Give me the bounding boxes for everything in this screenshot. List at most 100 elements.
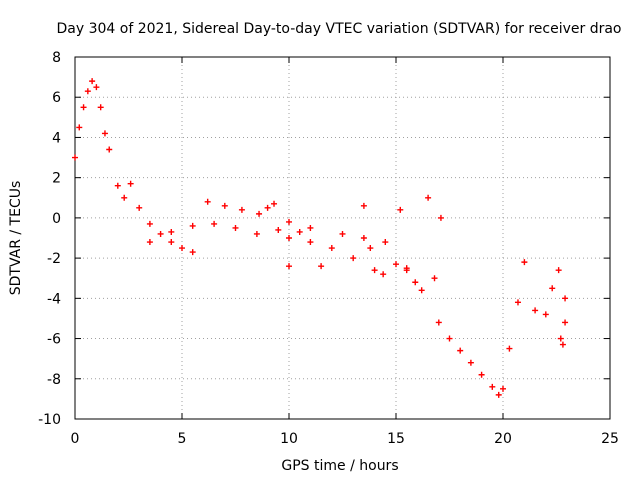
data-point	[136, 204, 143, 211]
data-point	[157, 230, 164, 237]
data-point	[403, 267, 410, 274]
data-point	[80, 104, 87, 111]
data-point	[253, 230, 260, 237]
data-point	[360, 235, 367, 241]
data-point	[562, 295, 569, 302]
data-point	[168, 239, 175, 246]
data-point	[328, 245, 335, 252]
y-axis-ticks: -10 -8 -6 -4 -2 0 2 4 6 8	[38, 50, 610, 428]
data-point	[221, 202, 228, 209]
series-6	[360, 194, 444, 286]
y-tick-label: 0	[52, 211, 61, 227]
y-tick-label: 6	[52, 90, 61, 106]
data-point	[72, 154, 78, 161]
data-point	[168, 228, 175, 235]
data-point	[286, 263, 292, 270]
data-point	[542, 311, 549, 318]
y-tick-label: -10	[38, 412, 61, 428]
data-point	[232, 224, 239, 231]
y-tick-label: 8	[52, 50, 61, 66]
x-tick-label: 25	[601, 431, 619, 447]
y-axis-label: SDTVAR / TECUs	[8, 181, 24, 296]
data-point	[179, 245, 185, 252]
data-point	[271, 200, 278, 207]
data-point	[382, 239, 389, 246]
data-point	[296, 228, 303, 235]
data-point	[514, 299, 521, 306]
data-point	[457, 347, 464, 354]
data-point	[307, 224, 314, 231]
data-point	[339, 230, 346, 237]
data-point	[211, 220, 218, 227]
y-tick-label: -8	[47, 372, 61, 388]
data-point	[437, 214, 444, 221]
data-point	[264, 204, 271, 211]
data-point	[89, 78, 96, 85]
data-point	[380, 271, 387, 278]
data-point	[127, 180, 134, 187]
data-point	[506, 345, 513, 352]
data-point	[367, 245, 374, 252]
data-point	[500, 385, 506, 392]
data-point	[435, 319, 442, 326]
data-point	[146, 220, 153, 227]
plot-frame	[74, 56, 611, 420]
data-point	[275, 226, 282, 233]
data-point	[559, 341, 566, 348]
data-point	[204, 198, 211, 205]
series-1	[72, 78, 113, 161]
chart-title: Day 304 of 2021, Sidereal Day-to-day VTE…	[56, 21, 621, 37]
data-point	[238, 206, 245, 213]
y-tick-label: 2	[52, 171, 61, 187]
series-7	[403, 267, 502, 398]
y-tick-label: -2	[47, 251, 61, 267]
series-8	[500, 259, 569, 392]
x-axis-label: GPS time / hours	[281, 458, 398, 474]
data-point	[393, 261, 399, 268]
data-point	[431, 275, 438, 282]
x-tick-label: 20	[494, 431, 512, 447]
x-tick-label: 5	[178, 431, 187, 447]
data-point	[307, 239, 314, 246]
series-3	[146, 204, 292, 246]
data-point	[467, 359, 474, 366]
data-point	[350, 255, 357, 262]
data-point	[412, 279, 419, 286]
data-point	[76, 124, 83, 131]
y-tick-label: -4	[47, 291, 61, 307]
y-tick-label: -6	[47, 332, 61, 348]
data-point	[418, 287, 425, 294]
data-point	[189, 222, 196, 229]
data-point	[521, 259, 528, 266]
x-tick-label: 0	[71, 431, 80, 447]
data-point	[146, 239, 153, 246]
data-point	[97, 104, 104, 111]
data-point	[495, 391, 502, 398]
data-point	[532, 307, 539, 314]
data-point	[549, 285, 556, 292]
data-point	[189, 249, 196, 256]
x-axis-ticks: 0 5 10 15 20 25	[71, 57, 619, 447]
data-point	[562, 319, 569, 326]
data-point	[489, 383, 496, 390]
data-point	[478, 371, 485, 378]
data-point	[557, 335, 564, 342]
data-point	[106, 146, 113, 153]
data-point	[446, 335, 453, 342]
data-points	[72, 78, 569, 398]
data-point	[371, 267, 378, 274]
data-point	[555, 267, 562, 274]
x-tick-label: 10	[280, 431, 298, 447]
data-point	[286, 218, 292, 225]
data-point	[425, 194, 432, 201]
data-point	[93, 84, 100, 91]
data-point	[121, 194, 128, 201]
data-point	[318, 263, 325, 270]
x-tick-label: 15	[387, 431, 405, 447]
series-5	[286, 224, 399, 274]
series-2	[114, 180, 196, 256]
series-9	[557, 295, 569, 348]
series-4	[204, 198, 325, 270]
data-point	[360, 202, 367, 209]
